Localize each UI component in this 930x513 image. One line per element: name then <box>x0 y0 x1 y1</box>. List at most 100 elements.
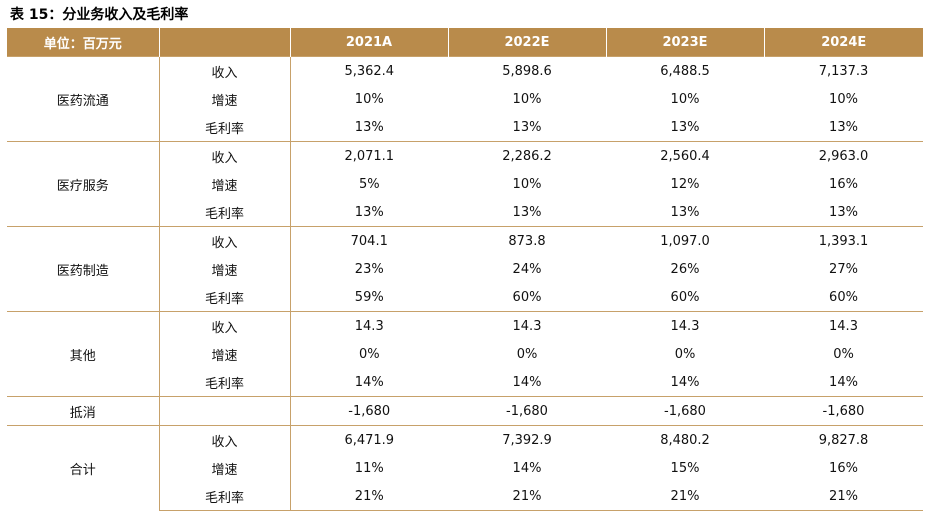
value-cell: 13% <box>829 204 858 220</box>
value-cell: 1,393.1 <box>764 226 923 255</box>
table-title: 表 15：分业务收入及毛利率 <box>10 7 189 23</box>
table-row: 医药制造 收入 704.1 873.8 1,097.0 1,393.1 <box>7 226 923 312</box>
value-cell: 60% <box>512 289 542 305</box>
value-cell: 13% <box>670 119 700 135</box>
metric-label <box>159 396 291 426</box>
segment-name: 其他 <box>7 311 160 397</box>
metric-label: 毛利率 <box>159 283 291 312</box>
table-row: 其他 收入 14.3 14.3 14.3 14.3 <box>7 311 923 397</box>
table-row: 毛利率 13% 13% 13% 13% <box>7 198 923 227</box>
metric-label: 毛利率 <box>159 198 291 227</box>
value-cell: 14.3 <box>606 311 764 340</box>
value-cell: 10% <box>354 91 384 107</box>
value-cell: 14% <box>512 374 542 390</box>
value-cell: 2,071.1 <box>290 141 448 170</box>
value-cell: 11% <box>354 460 384 476</box>
segment-name: 医药流通 <box>7 56 160 142</box>
value-cell: 10% <box>512 176 542 192</box>
value-cell: 7,137.3 <box>764 56 923 85</box>
value-cell: 13% <box>512 119 542 135</box>
value-cell: 5,898.6 <box>448 56 606 85</box>
metric-label: 增速 <box>159 170 291 198</box>
value-cell: 14% <box>512 460 542 476</box>
value-cell: 27% <box>829 261 858 277</box>
segment-name: 合计 <box>7 425 160 511</box>
value-cell: 14% <box>354 374 384 390</box>
table-row: 增速 5% 10% 12% 16% <box>7 170 923 198</box>
header-unit: 单位：百万元 <box>7 28 159 57</box>
value-cell: 10% <box>829 91 858 107</box>
value-cell: 60% <box>829 289 858 305</box>
revenue-margin-table: 单位：百万元 2021A 2022E 2023E 2024E 医药流通 收入 5,3… <box>7 28 923 511</box>
segment-name: 医疗服务 <box>7 141 160 227</box>
value-cell: 0% <box>674 346 696 362</box>
value-cell: 13% <box>512 204 542 220</box>
segment-name: 抵消 <box>7 396 160 426</box>
table-row: 医疗服务 收入 2,071.1 2,286.2 2,560.4 2,963.0 <box>7 141 923 227</box>
value-cell: 9,827.8 <box>764 425 923 454</box>
value-cell: 23% <box>354 261 384 277</box>
value-cell: 21% <box>290 482 448 511</box>
table-row: 合计 收入 6,471.9 7,392.9 8,480.2 9,827.8 <box>7 425 923 511</box>
value-cell: 2,963.0 <box>764 141 923 170</box>
value-cell: 14.3 <box>290 311 448 340</box>
metric-label: 收入 <box>159 425 291 454</box>
metric-label: 毛利率 <box>159 368 291 397</box>
table-row: 毛利率 13% 13% 13% 13% <box>7 113 923 142</box>
value-cell: 16% <box>829 460 858 476</box>
table-row: 增速 23% 24% 26% 27% <box>7 255 923 283</box>
header-2023e: 2023E <box>605 28 764 57</box>
value-cell: 0% <box>833 346 854 362</box>
table-row: 毛利率 59% 60% 60% 60% <box>7 283 923 312</box>
header-2024e: 2024E <box>763 28 923 57</box>
value-cell: 21% <box>764 482 923 511</box>
table-row: 毛利率 21% 21% 21% 21% <box>7 482 923 511</box>
value-cell: 0% <box>516 346 538 362</box>
table-row: 增速 11% 14% 15% 16% <box>7 454 923 482</box>
metric-label: 毛利率 <box>159 482 291 511</box>
value-cell: 59% <box>354 289 384 305</box>
metric-label: 收入 <box>159 226 291 255</box>
metric-label: 增速 <box>159 255 291 283</box>
value-cell: 24% <box>512 261 542 277</box>
value-cell: -1,680 <box>448 396 606 426</box>
value-cell: 1,097.0 <box>606 226 764 255</box>
metric-label: 增速 <box>159 340 291 368</box>
value-cell: 12% <box>670 176 700 192</box>
metric-label: 收入 <box>159 311 291 340</box>
value-cell: 704.1 <box>290 226 448 255</box>
header-2021a: 2021A <box>289 28 448 57</box>
value-cell: 8,480.2 <box>606 425 764 454</box>
value-cell: 5,362.4 <box>290 56 448 85</box>
value-cell: 14% <box>829 374 858 390</box>
header-2022e: 2022E <box>447 28 606 57</box>
value-cell: 14.3 <box>764 311 923 340</box>
value-cell: 26% <box>670 261 700 277</box>
value-cell: 2,560.4 <box>606 141 764 170</box>
segment-name: 医药制造 <box>7 226 160 312</box>
value-cell: 873.8 <box>448 226 606 255</box>
value-cell: 0% <box>358 346 380 362</box>
table-row: 抵消 -1,680 -1,680 -1,680 -1,680 <box>7 396 923 426</box>
value-cell: 6,471.9 <box>290 425 448 454</box>
metric-label: 收入 <box>159 56 291 85</box>
metric-label: 增速 <box>159 85 291 113</box>
header-metric <box>158 28 290 57</box>
header-row: 单位：百万元 2021A 2022E 2023E 2024E <box>7 28 923 57</box>
value-cell: 21% <box>448 482 606 511</box>
value-cell: 2,286.2 <box>448 141 606 170</box>
value-cell: 5% <box>358 176 380 192</box>
value-cell: 13% <box>829 119 858 135</box>
value-cell: 14% <box>670 374 700 390</box>
value-cell: 13% <box>670 204 700 220</box>
table-row: 医药流通 收入 5,362.4 5,898.6 6,488.5 7,137.3 <box>7 56 923 142</box>
value-cell: 15% <box>670 460 700 476</box>
value-cell: 60% <box>670 289 700 305</box>
table-row: 毛利率 14% 14% 14% 14% <box>7 368 923 397</box>
table-row: 增速 10% 10% 10% 10% <box>7 85 923 113</box>
value-cell: 16% <box>829 176 858 192</box>
metric-label: 增速 <box>159 454 291 482</box>
value-cell: 13% <box>354 119 384 135</box>
value-cell: 10% <box>670 91 700 107</box>
value-cell: 14.3 <box>448 311 606 340</box>
